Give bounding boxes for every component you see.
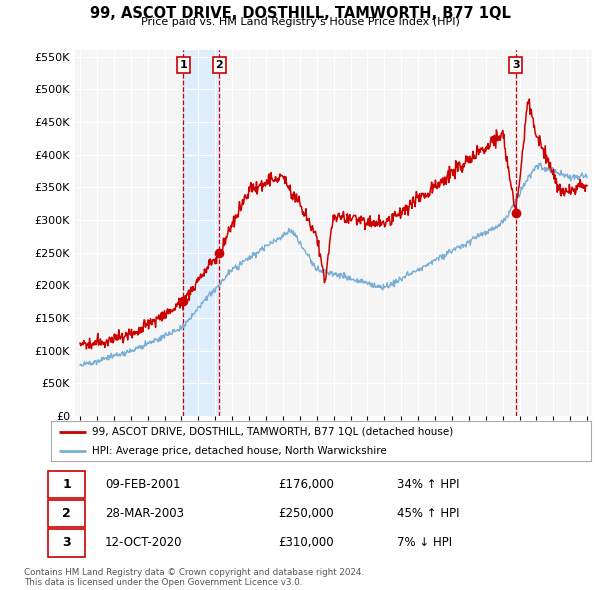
- Text: Contains HM Land Registry data © Crown copyright and database right 2024.: Contains HM Land Registry data © Crown c…: [24, 568, 364, 576]
- Text: 2: 2: [215, 60, 223, 70]
- Text: 2: 2: [62, 507, 71, 520]
- Text: 28-MAR-2003: 28-MAR-2003: [105, 507, 184, 520]
- Bar: [183, 50, 219, 416]
- Text: £250,000: £250,000: [278, 507, 334, 520]
- Text: 1: 1: [179, 60, 187, 70]
- Text: Price paid vs. HM Land Registry's House Price Index (HPI): Price paid vs. HM Land Registry's House …: [140, 17, 460, 27]
- Text: 3: 3: [512, 60, 520, 70]
- Text: 99, ASCOT DRIVE, DOSTHILL, TAMWORTH, B77 1QL (detached house): 99, ASCOT DRIVE, DOSTHILL, TAMWORTH, B77…: [91, 427, 453, 437]
- FancyBboxPatch shape: [49, 500, 85, 527]
- Text: £310,000: £310,000: [278, 536, 334, 549]
- Text: 45% ↑ HPI: 45% ↑ HPI: [397, 507, 459, 520]
- Text: 34% ↑ HPI: 34% ↑ HPI: [397, 478, 459, 491]
- Text: HPI: Average price, detached house, North Warwickshire: HPI: Average price, detached house, Nort…: [91, 446, 386, 456]
- Text: 09-FEB-2001: 09-FEB-2001: [105, 478, 181, 491]
- FancyBboxPatch shape: [49, 529, 85, 556]
- Text: £176,000: £176,000: [278, 478, 334, 491]
- Text: 1: 1: [62, 478, 71, 491]
- Text: 3: 3: [62, 536, 71, 549]
- Text: This data is licensed under the Open Government Licence v3.0.: This data is licensed under the Open Gov…: [24, 578, 302, 587]
- Text: 99, ASCOT DRIVE, DOSTHILL, TAMWORTH, B77 1QL: 99, ASCOT DRIVE, DOSTHILL, TAMWORTH, B77…: [89, 6, 511, 21]
- FancyBboxPatch shape: [49, 471, 85, 498]
- Text: 7% ↓ HPI: 7% ↓ HPI: [397, 536, 452, 549]
- Text: 12-OCT-2020: 12-OCT-2020: [105, 536, 182, 549]
